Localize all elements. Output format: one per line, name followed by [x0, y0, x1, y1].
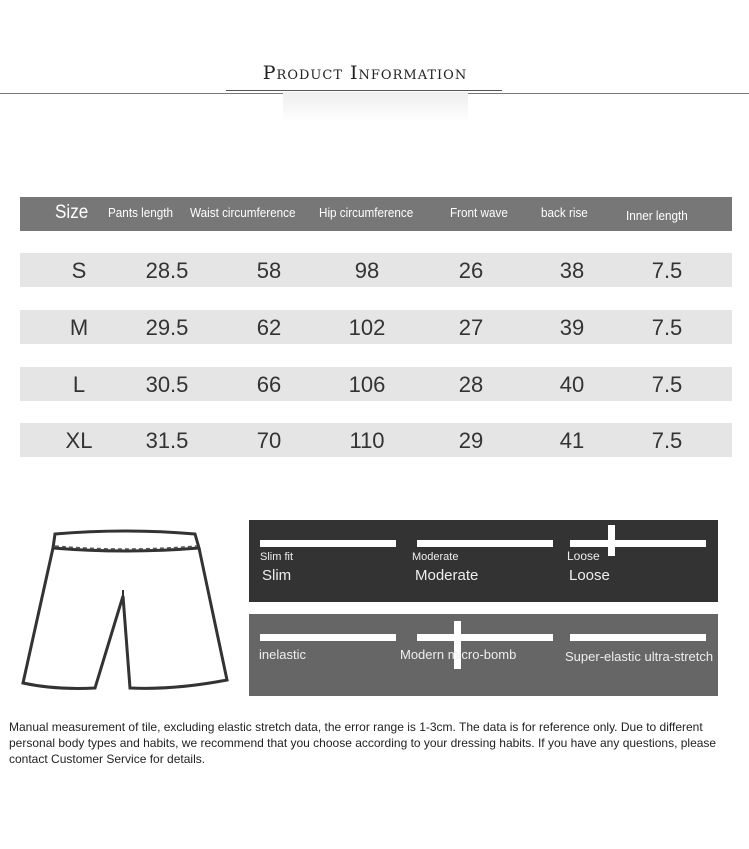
table-cell: 38 — [559, 258, 585, 283]
table-cell: 40 — [559, 372, 585, 397]
fit-marker — [608, 525, 615, 556]
title-underline — [226, 90, 502, 91]
fit-label-moderate: Moderate — [415, 567, 479, 584]
elasticity-panel: inelastic Modern micro-bomb Super-elasti… — [249, 614, 718, 696]
measurement-note: Manual measurement of tile, excluding el… — [9, 720, 717, 766]
table-cell: L — [72, 372, 86, 397]
table-cell: 7.5 — [651, 258, 683, 283]
header-pants-length: Pants length — [108, 205, 174, 220]
table-cell: 31.5 — [145, 428, 189, 453]
table-row: S 28.5 58 98 26 38 7.5 — [20, 253, 732, 287]
table-cell: 28 — [458, 372, 484, 397]
header-waist: Waist circumference — [190, 205, 296, 220]
table-cell: 62 — [256, 315, 282, 340]
table-row: XL 31.5 70 110 29 41 7.5 — [20, 423, 732, 457]
header-hip: Hip circumference — [319, 205, 414, 220]
table-row: M 29.5 62 102 27 39 7.5 — [20, 310, 732, 344]
fit-label-loose: Loose — [569, 567, 610, 584]
fit-label-moderate-small: Moderate — [412, 551, 459, 563]
fit-label-loose-small: Loose — [567, 549, 600, 563]
fit-label-slim-small: Slim fit — [260, 551, 293, 563]
fit-label-slim: Slim — [262, 567, 292, 584]
fit-panel: Slim fit Slim Moderate Moderate Loose Lo… — [249, 520, 718, 602]
elastic-label-micro: Modern micro-bomb — [400, 647, 517, 662]
fit-bar-moderate — [417, 540, 553, 547]
table-cell: 66 — [256, 372, 282, 397]
table-cell: 58 — [256, 258, 282, 283]
table-cell: M — [69, 315, 89, 340]
elastic-marker — [454, 621, 461, 669]
table-cell: 27 — [458, 315, 484, 340]
table-cell: 39 — [559, 315, 585, 340]
table-cell: 7.5 — [651, 315, 683, 340]
fit-bar-slim — [260, 540, 396, 547]
page-title: Product Information — [262, 62, 468, 84]
elastic-bar-inelastic — [260, 634, 396, 641]
table-cell: 29.5 — [145, 315, 189, 340]
table-cell: 70 — [256, 428, 282, 453]
shorts-illustration — [21, 529, 229, 690]
table-cell: 98 — [354, 258, 380, 283]
table-cell: 41 — [559, 428, 585, 453]
elastic-bar-super — [570, 634, 706, 641]
table-cell: 110 — [349, 428, 385, 453]
elastic-bar-micro — [417, 634, 553, 641]
header-back-rise: back rise — [541, 205, 588, 220]
table-cell: 29 — [458, 428, 484, 453]
table-cell: 7.5 — [651, 428, 683, 453]
table-cell: S — [71, 258, 87, 283]
table-cell: 28.5 — [145, 258, 189, 283]
header-size: Size — [55, 202, 89, 223]
table-cell: 26 — [458, 258, 484, 283]
table-cell: 106 — [348, 372, 386, 397]
table-cell: 7.5 — [651, 372, 683, 397]
ribbon-shadow — [283, 92, 468, 122]
table-cell: XL — [65, 428, 93, 453]
fit-bar-loose — [570, 540, 706, 547]
elastic-label-super: Super-elastic ultra-stretch — [565, 649, 714, 664]
header-front-wave: Front wave — [450, 205, 508, 220]
table-cell: 30.5 — [145, 372, 189, 397]
table-cell: 102 — [348, 315, 386, 340]
header-inner-length: Inner length — [626, 208, 688, 223]
table-row: L 30.5 66 106 28 40 7.5 — [20, 367, 732, 401]
size-table-header: Size Pants length Waist circumference Hi… — [20, 197, 732, 231]
elastic-label-inelastic: inelastic — [259, 647, 306, 662]
